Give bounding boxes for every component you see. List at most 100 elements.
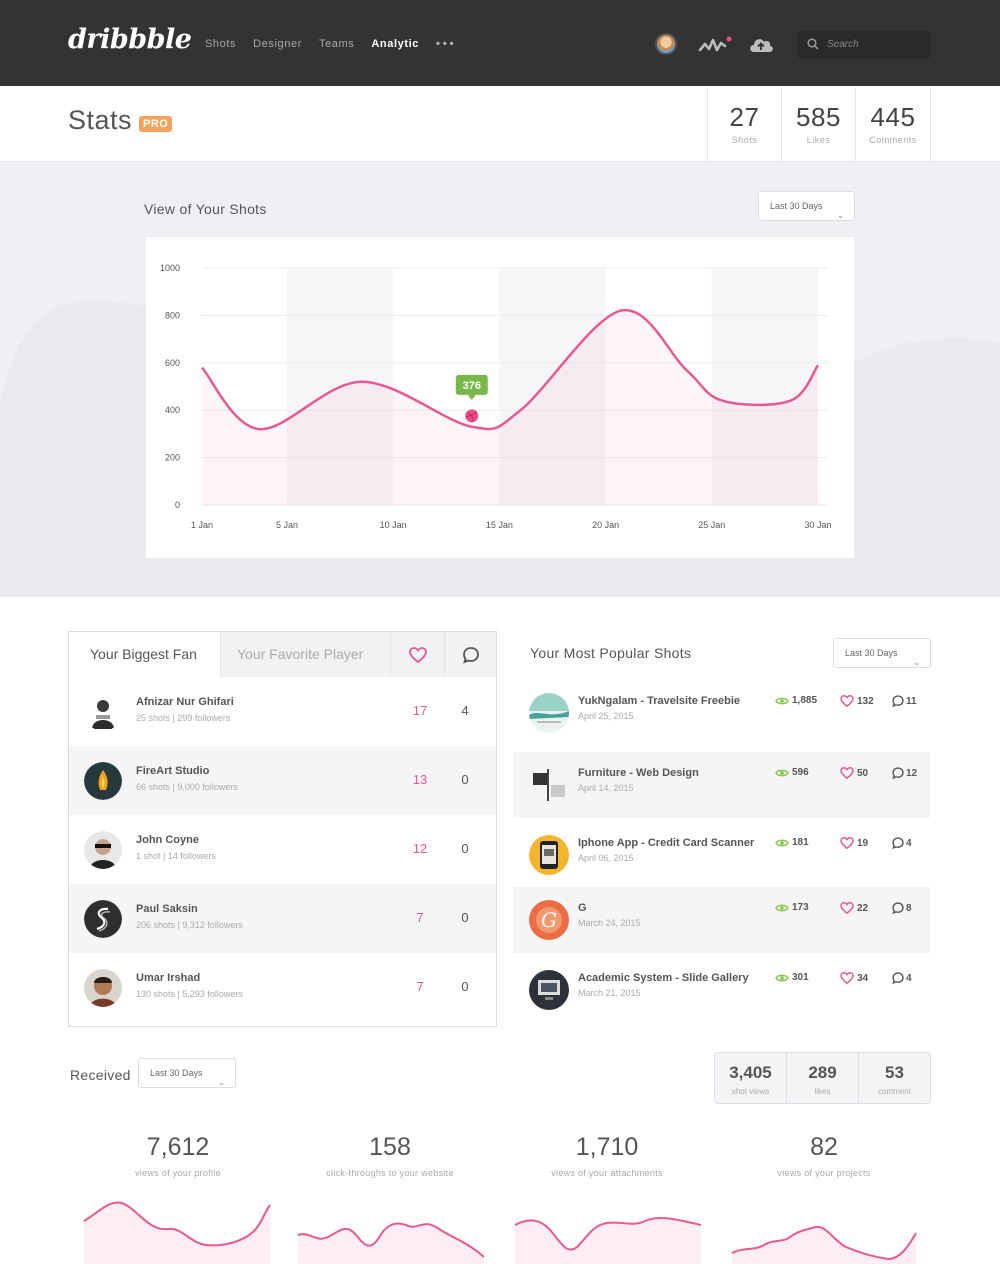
fan-comments-count: 0 [461,910,469,925]
tab-favorite-player[interactable]: Your Favorite Player [221,632,390,677]
upload-cloud-icon[interactable] [748,35,774,53]
eye-icon [775,904,789,911]
shot-views: 301 [775,972,809,983]
pro-badge: PRO [139,116,173,132]
fan-name[interactable]: Afnizar Nur Ghifari [136,696,234,708]
total-value: 3,405 [729,1063,772,1082]
tab-biggest-fan[interactable]: Your Biggest Fan [69,632,221,677]
search-input[interactable] [827,36,923,53]
nav-teams[interactable]: Teams [318,38,355,50]
shot-date: March 24, 2015 [578,918,641,928]
dribbble-logo[interactable]: dribbble [68,24,192,55]
shot-title[interactable]: Furniture - Web Design [578,767,699,779]
shot-title[interactable]: YukNgalam - Travelsite Freebie [578,695,741,707]
nav-shots[interactable]: Shots [205,38,237,50]
dribbble-ball-seams [465,411,478,423]
fan-avatar [84,969,122,1007]
tab-likes[interactable] [390,632,444,677]
metric-project-views: 82 views of your projects [724,1133,924,1264]
views-count: 596 [792,767,809,778]
metric-label: views of your profile [135,1168,221,1178]
chart-range-dropdown[interactable]: Last 30 Days ⌄ [758,191,855,221]
counter-label: Shots [731,135,758,145]
chart-area [202,310,818,505]
likes-count: 22 [857,902,869,914]
received-range-dropdown[interactable]: Last 30 Days ⌄ [138,1058,236,1088]
comments-count: 8 [906,902,912,914]
nav-designer[interactable]: Designer [253,38,302,50]
received-title: Received [70,1067,131,1083]
metric-value: 158 [369,1133,411,1161]
total-label: comment [878,1087,911,1096]
tooltip-box [455,374,488,395]
eye-icon [775,769,789,776]
y-tick-label: 1000 [160,263,180,273]
counter-comments: 445 Comments [855,88,931,161]
fans-panel: Your Biggest Fan Your Favorite Player Af… [68,631,497,1027]
heart-icon [840,972,854,984]
shot-views: 181 [775,837,809,848]
comment-icon [892,837,904,849]
shot-row[interactable]: Iphone App - Credit Card Scanner April 0… [513,822,930,888]
fan-row[interactable]: Afnizar Nur Ghifari 25 shots | 299 follo… [69,677,496,746]
fan-avatar [84,900,122,938]
tooltip-value: 376 [463,380,481,392]
fan-row[interactable]: FireArt Studio 66 shots | 9,000 follower… [69,746,496,815]
views-count: 173 [792,902,809,913]
views-count: 1,885 [792,695,818,706]
views-count: 301 [792,972,809,983]
comment-icon [892,972,904,984]
fan-row[interactable]: John Coyne 1 shot | 14 followers 12 0 [69,815,496,884]
fan-row[interactable]: Paul Saksin 206 shots | 9,312 followers … [69,884,496,953]
fan-likes-count: 17 [412,703,428,718]
views-chart: 1000 800 600 400 200 0 1 Jan 5 Jan 10 Jan 15 Jan 2… [160,263,832,530]
fan-row[interactable]: Umar Irshad 130 shots | 5,293 followers … [69,953,496,1022]
fan-name[interactable]: John Coyne [136,834,199,846]
eye-icon [775,839,789,846]
shot-likes: 132 [840,695,874,707]
fan-comments-count: 4 [461,703,469,718]
x-tick-label: 1 Jan [191,520,213,530]
shot-date: April 14, 2015 [578,783,634,793]
likes-count: 50 [857,767,869,779]
sparkline [297,1222,485,1264]
shot-views: 1,885 [775,695,817,706]
heart-icon [840,767,854,779]
fan-meta: 1 shot | 14 followers [136,851,216,861]
chevron-down-icon: ⌄ [913,658,920,667]
comments-count: 4 [906,837,912,849]
shot-title[interactable]: Academic System - Slide Gallery [578,972,749,984]
total-likes: 289 likes [786,1053,858,1103]
metric-label: views of your attachments [551,1168,663,1178]
activity-icon[interactable] [699,36,733,54]
metric-profile-views: 7,612 views of your profile [78,1133,278,1264]
x-tick-label: 20 Jan [592,520,619,530]
fan-likes-count: 13 [412,772,428,787]
counter-label: Comments [869,135,917,145]
popular-range-dropdown[interactable]: Last 30 Days ⌄ [833,638,931,668]
nav-analytic[interactable]: Analytic [371,38,419,50]
shot-row[interactable]: Academic System - Slide Gallery March 21… [513,957,930,1023]
tab-comments[interactable] [444,632,496,677]
fan-likes-count: 7 [416,910,424,925]
fan-name[interactable]: Umar Irshad [136,972,201,984]
fan-avatar [84,831,122,869]
shot-row[interactable]: Furniture - Web Design April 14, 2015 59… [513,752,930,818]
shot-title[interactable]: Iphone App - Credit Card Scanner [578,837,755,849]
shot-comments: 12 [892,767,917,779]
x-tick-label: 10 Jan [380,520,407,530]
shot-row[interactable]: YukNgalam - Travelsite Freebie April 25,… [513,680,930,746]
fan-name[interactable]: Paul Saksin [136,903,198,915]
metric-value: 1,710 [575,1133,639,1161]
fan-name[interactable]: FireArt Studio [136,765,210,777]
user-avatar[interactable] [655,33,677,55]
shot-row[interactable]: G G March 24, 2015 173 22 8 [513,887,930,953]
page-title: Stats [68,105,133,135]
top-navbar: dribbble Shots Designer Teams Analytic •… [0,0,1000,86]
shot-thumbnail [529,835,569,875]
nav-more-icon[interactable]: ••• [435,38,457,50]
likes-count: 19 [857,837,869,849]
eye-icon [775,697,789,704]
comments-count: 4 [906,972,912,984]
shot-title[interactable]: G [578,902,587,914]
